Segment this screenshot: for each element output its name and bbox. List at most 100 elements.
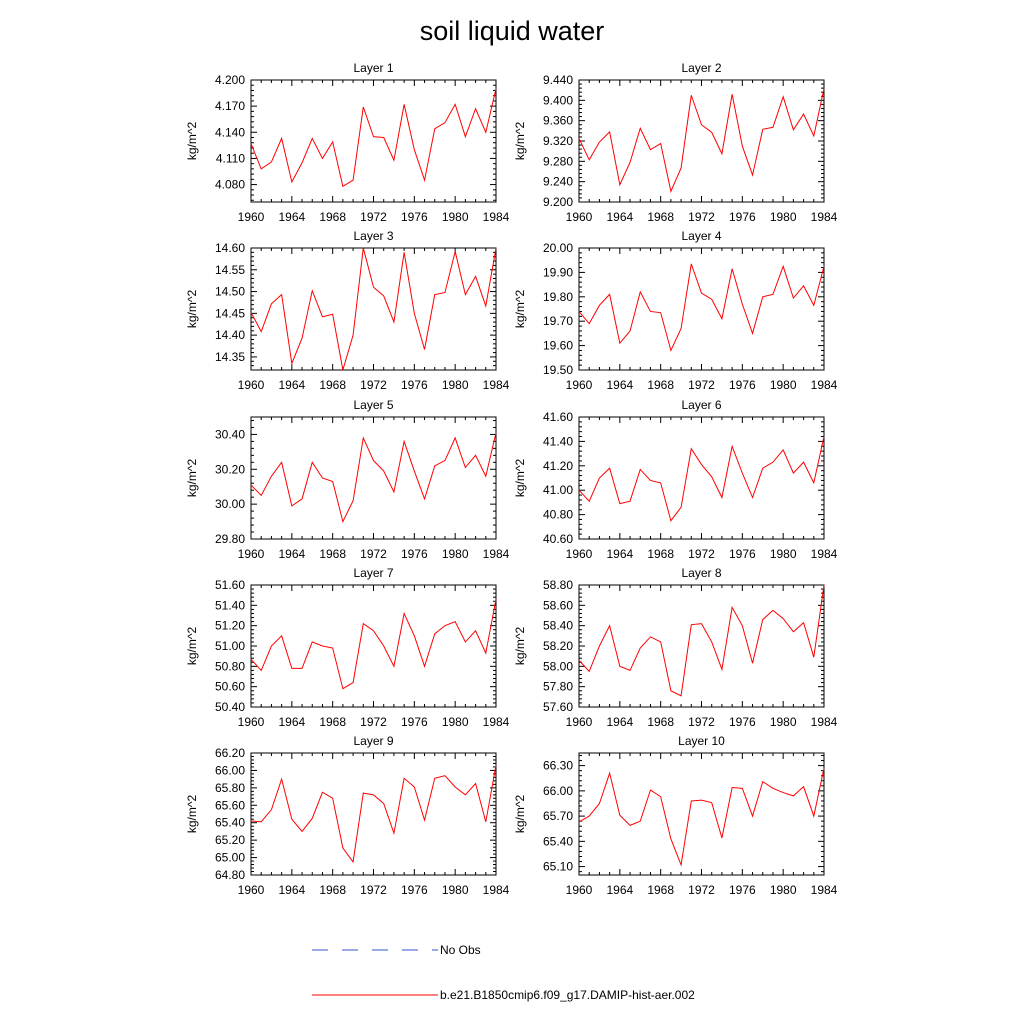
panel-10-ytick-label: 66.00 — [543, 784, 573, 798]
panel-8-ylabel: kg/m^2 — [513, 627, 527, 666]
panel-1-frame — [250, 79, 497, 203]
panel-7: Layer 7 kg/m^2 1960 1964 1968 1972 1976 1980 198… — [185, 566, 510, 729]
panel-10-ylabel: kg/m^2 — [513, 795, 527, 834]
panel-4-xtick-label: 1964 — [606, 378, 633, 392]
panel-9-xtick-label: 1976 — [401, 883, 428, 897]
panel-8-xtick-label: 1968 — [647, 715, 674, 729]
panel-4-ytick-label: 19.50 — [543, 363, 573, 377]
panel-4-ytick-label: 19.70 — [543, 314, 573, 328]
panel-8-series-line — [578, 584, 825, 697]
panel-3-ytick-label: 14.45 — [215, 306, 245, 320]
panel-6-ytick-label: 40.80 — [543, 508, 573, 522]
panel-4-frame — [578, 247, 825, 371]
page-title: soil liquid water — [420, 16, 605, 46]
panel-7-xtick-label: 1964 — [278, 715, 305, 729]
panel-3-series-line — [250, 247, 497, 371]
panel-10-xtick-label: 1960 — [566, 883, 593, 897]
panel-8-xtick-label: 1984 — [811, 715, 838, 729]
panel-1-ytick-label: 4.200 — [215, 73, 245, 87]
panel-7-title: Layer 7 — [353, 566, 393, 580]
panel-10-ytick-label: 65.10 — [543, 860, 573, 874]
panel-2-xtick-label: 1984 — [811, 210, 838, 224]
panel-4-xtick-label: 1972 — [688, 378, 715, 392]
panel-5-ytick-label: 30.20 — [215, 462, 245, 476]
panel-2-xtick-label: 1972 — [688, 210, 715, 224]
panel-7-ytick-label: 50.80 — [215, 659, 245, 673]
panel-6-ylabel: kg/m^2 — [513, 459, 527, 498]
panel-5-xtick-label: 1976 — [401, 547, 428, 561]
panel-1-ylabel: kg/m^2 — [185, 122, 199, 161]
panel-8-ytick-label: 58.00 — [543, 659, 573, 673]
panel-2-frame — [578, 79, 825, 203]
panel-6-xtick-label: 1960 — [566, 547, 593, 561]
panel-1-xtick-label: 1968 — [319, 210, 346, 224]
panel-2-ytick-label: 9.360 — [543, 114, 573, 128]
panel-6-frame — [578, 416, 825, 540]
panel-5-frame — [250, 416, 497, 540]
panel-1-ytick-label: 4.170 — [215, 99, 245, 113]
panel-9-title: Layer 9 — [353, 734, 393, 748]
panel-10-series-line — [578, 768, 825, 867]
panel-8-ytick-label: 58.60 — [543, 598, 573, 612]
panel-6-ytick-label: 41.00 — [543, 483, 573, 497]
panel-2-ytick-label: 9.440 — [543, 73, 573, 87]
panel-9-xtick-label: 1960 — [238, 883, 265, 897]
panel-8-title: Layer 8 — [681, 566, 721, 580]
panel-4-xtick-label: 1980 — [770, 378, 797, 392]
panel-1-xtick-label: 1976 — [401, 210, 428, 224]
panel-2-ytick-label: 9.240 — [543, 175, 573, 189]
panel-3: Layer 3 kg/m^2 1960 1964 1968 1972 1976 1980 198… — [185, 229, 510, 392]
panel-6-xtick-label: 1972 — [688, 547, 715, 561]
panel-8-xtick-label: 1964 — [606, 715, 633, 729]
panel-8-frame — [578, 584, 825, 708]
panel-2-xtick-label: 1968 — [647, 210, 674, 224]
panel-9-xtick-label: 1980 — [442, 883, 469, 897]
panel-7-frame — [250, 584, 497, 708]
panel-1-xtick-label: 1980 — [442, 210, 469, 224]
panel-1-xtick-label: 1972 — [360, 210, 387, 224]
panel-5-ytick-label: 29.80 — [215, 532, 245, 546]
panel-2-xtick-label: 1964 — [606, 210, 633, 224]
legend-obs-label: No Obs — [440, 943, 481, 957]
panel-7-xtick-label: 1968 — [319, 715, 346, 729]
panel-1-series-line — [250, 88, 497, 188]
panel-2: Layer 2 kg/m^2 1960 1964 1968 1972 1976 1980 198… — [513, 61, 838, 224]
panel-8: Layer 8 kg/m^2 1960 1964 1968 1972 1976 1980 198… — [513, 566, 838, 729]
panel-5-xtick-label: 1980 — [442, 547, 469, 561]
panel-9-ytick-label: 65.00 — [215, 851, 245, 865]
panel-3-xtick-label: 1960 — [238, 378, 265, 392]
panel-7-xtick-label: 1984 — [483, 715, 510, 729]
panel-8-xtick-label: 1972 — [688, 715, 715, 729]
panel-1-title: Layer 1 — [353, 61, 393, 75]
panel-7-ytick-label: 51.20 — [215, 619, 245, 633]
panel-5-series-line — [250, 432, 497, 524]
panel-10-xtick-label: 1980 — [770, 883, 797, 897]
panel-8-ytick-label: 57.80 — [543, 680, 573, 694]
panel-7-ytick-label: 51.40 — [215, 598, 245, 612]
panel-2-xtick-label: 1960 — [566, 210, 593, 224]
panel-6-series-line — [578, 436, 825, 522]
panel-3-xtick-label: 1980 — [442, 378, 469, 392]
panel-2-ytick-label: 9.320 — [543, 134, 573, 148]
panel-4-ytick-label: 20.00 — [543, 241, 573, 255]
panel-6: Layer 6 kg/m^2 1960 1964 1968 1972 1976 1980 198… — [513, 398, 838, 561]
panel-10-xtick-label: 1976 — [729, 883, 756, 897]
panel-8-xtick-label: 1960 — [566, 715, 593, 729]
panel-2-xtick-label: 1980 — [770, 210, 797, 224]
panel-9-ytick-label: 65.20 — [215, 833, 245, 847]
panel-4-ytick-label: 19.80 — [543, 290, 573, 304]
panel-9-xtick-label: 1984 — [483, 883, 510, 897]
panel-7-xtick-label: 1976 — [401, 715, 428, 729]
panel-4-xtick-label: 1960 — [566, 378, 593, 392]
panel-10-xtick-label: 1972 — [688, 883, 715, 897]
panel-3-xtick-label: 1984 — [483, 378, 510, 392]
panel-2-title: Layer 2 — [681, 61, 721, 75]
panel-3-xtick-label: 1972 — [360, 378, 387, 392]
panel-8-xtick-label: 1976 — [729, 715, 756, 729]
panel-6-ytick-label: 41.60 — [543, 410, 573, 424]
panel-9-series-line — [250, 765, 497, 864]
panel-7-ytick-label: 50.60 — [215, 680, 245, 694]
panel-4-xtick-label: 1968 — [647, 378, 674, 392]
panel-10-frame — [578, 752, 825, 876]
